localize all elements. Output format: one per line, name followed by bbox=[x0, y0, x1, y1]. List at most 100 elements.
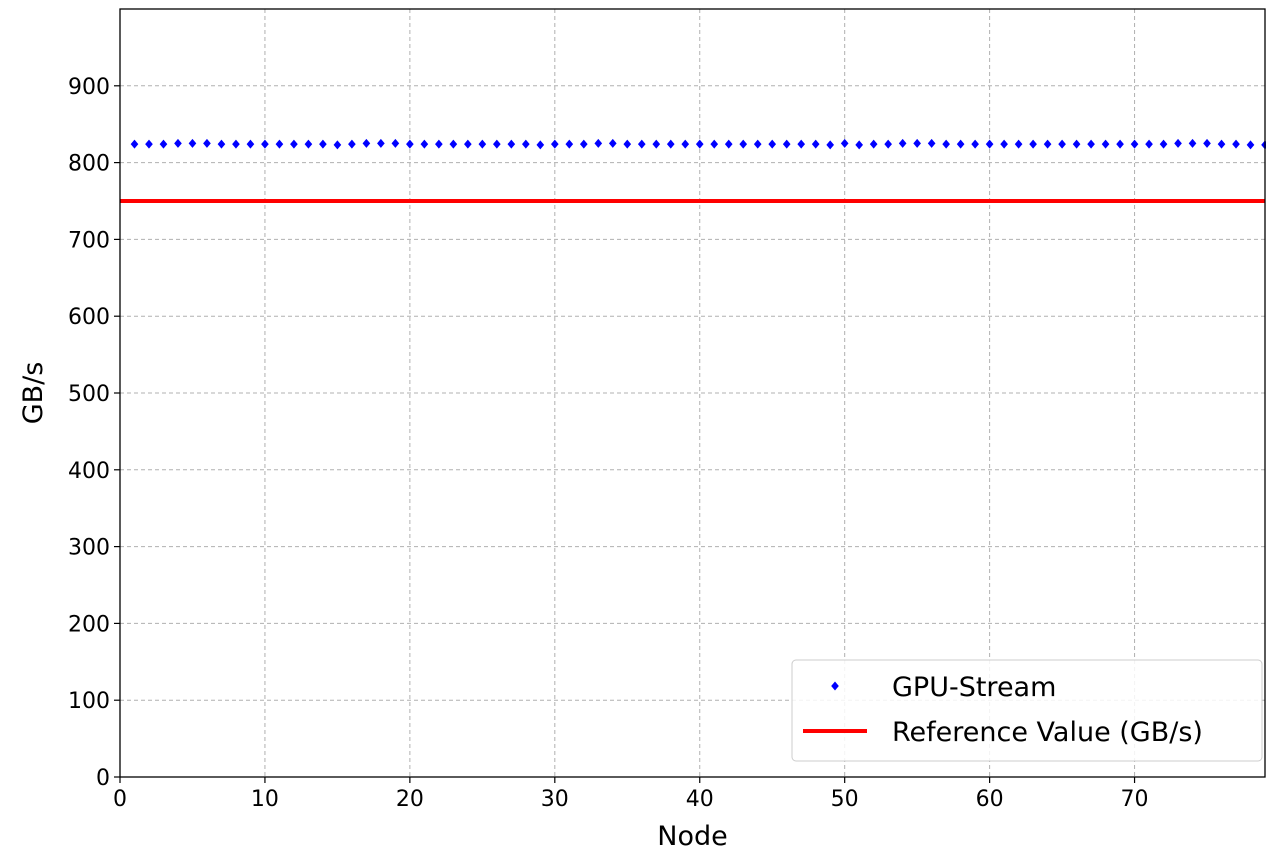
data-point bbox=[478, 139, 487, 149]
data-point bbox=[174, 138, 182, 148]
legend: GPU-Stream Reference Value (GB/s) bbox=[791, 659, 1263, 762]
data-point bbox=[1043, 139, 1052, 149]
data-point bbox=[565, 139, 574, 149]
data-point bbox=[1087, 139, 1095, 149]
data-point bbox=[710, 139, 719, 149]
y-tick-label: 300 bbox=[68, 536, 110, 561]
data-point bbox=[1029, 139, 1037, 149]
data-point bbox=[1014, 139, 1023, 149]
y-axis-label: GB/s bbox=[18, 362, 49, 425]
x-tick-label: 20 bbox=[396, 787, 424, 812]
data-point bbox=[348, 139, 356, 149]
data-point bbox=[1217, 139, 1226, 149]
data-point bbox=[319, 139, 327, 149]
data-point bbox=[1130, 139, 1139, 149]
data-point bbox=[913, 138, 921, 148]
data-point bbox=[130, 139, 139, 149]
data-point bbox=[753, 139, 762, 149]
data-point bbox=[536, 140, 545, 150]
data-point bbox=[1000, 139, 1008, 149]
data-point bbox=[217, 139, 226, 149]
data-point bbox=[594, 138, 603, 148]
data-point bbox=[232, 139, 240, 149]
x-ticks: 0 10 20 30 40 50 60 70 bbox=[113, 777, 1149, 812]
legend-box bbox=[791, 659, 1263, 762]
data-point bbox=[797, 139, 806, 149]
data-point bbox=[290, 139, 298, 149]
data-point bbox=[869, 139, 878, 149]
y-tick-label: 500 bbox=[68, 382, 110, 407]
legend-label-reference-value: Reference Value (GB/s) bbox=[892, 717, 1203, 748]
data-point bbox=[362, 138, 371, 148]
data-point bbox=[493, 139, 501, 149]
data-point bbox=[1072, 139, 1081, 149]
data-point bbox=[420, 139, 429, 149]
data-point bbox=[652, 139, 661, 149]
x-tick-label: 60 bbox=[976, 787, 1004, 812]
y-tick-label: 100 bbox=[68, 689, 110, 714]
data-point bbox=[449, 139, 458, 149]
data-point bbox=[782, 139, 791, 149]
data-point bbox=[826, 140, 835, 150]
data-point bbox=[898, 138, 907, 148]
data-point bbox=[1188, 138, 1197, 148]
data-point bbox=[956, 139, 965, 149]
y-tick-label: 800 bbox=[68, 152, 110, 177]
data-point bbox=[768, 139, 777, 149]
data-point bbox=[1232, 139, 1240, 149]
y-tick-label: 400 bbox=[68, 459, 110, 484]
x-tick-label: 40 bbox=[686, 787, 714, 812]
data-point bbox=[942, 139, 950, 149]
data-point bbox=[1203, 138, 1211, 148]
x-tick-label: 50 bbox=[831, 787, 859, 812]
data-point bbox=[666, 139, 675, 149]
data-point bbox=[1101, 139, 1110, 149]
data-point bbox=[884, 139, 892, 149]
points-layer bbox=[130, 138, 1266, 150]
y-tick-label: 0 bbox=[96, 766, 110, 791]
data-point bbox=[246, 139, 255, 149]
data-point bbox=[623, 139, 632, 149]
legend-marker-gpu-stream bbox=[831, 681, 839, 691]
data-point bbox=[1174, 138, 1182, 148]
data-point bbox=[275, 139, 284, 149]
data-point bbox=[985, 139, 994, 149]
data-point bbox=[261, 139, 269, 149]
y-tick-label: 600 bbox=[68, 305, 110, 330]
data-point bbox=[724, 139, 733, 149]
data-point bbox=[333, 140, 342, 150]
x-tick-label: 10 bbox=[251, 787, 279, 812]
data-point bbox=[507, 139, 516, 149]
data-point bbox=[1116, 139, 1124, 149]
data-point bbox=[608, 138, 617, 148]
data-point bbox=[579, 139, 588, 149]
data-point bbox=[1246, 140, 1255, 150]
data-point bbox=[927, 138, 936, 148]
y-tick-label: 900 bbox=[68, 75, 110, 100]
x-tick-label: 0 bbox=[113, 787, 127, 812]
x-tick-label: 30 bbox=[541, 787, 569, 812]
data-point bbox=[304, 139, 313, 149]
data-point bbox=[681, 139, 690, 149]
y-tick-label: 700 bbox=[68, 228, 110, 253]
data-point bbox=[971, 139, 979, 149]
data-point bbox=[521, 139, 530, 149]
data-point bbox=[1145, 139, 1153, 149]
data-point bbox=[391, 138, 400, 148]
x-axis-label: Node bbox=[657, 821, 727, 852]
data-point bbox=[1159, 139, 1168, 149]
data-point bbox=[377, 138, 385, 148]
data-point bbox=[840, 138, 849, 148]
x-tick-label: 70 bbox=[1121, 787, 1149, 812]
data-point bbox=[637, 139, 646, 149]
data-point bbox=[739, 139, 748, 149]
data-point bbox=[159, 139, 168, 149]
data-point bbox=[464, 139, 472, 149]
data-point bbox=[1058, 139, 1066, 149]
y-ticks: 0 100 200 300 400 500 600 700 800 900 bbox=[68, 75, 120, 791]
legend-label-gpu-stream: GPU-Stream bbox=[892, 672, 1056, 703]
data-point bbox=[145, 139, 153, 149]
data-point bbox=[435, 139, 443, 149]
data-point bbox=[855, 140, 864, 150]
